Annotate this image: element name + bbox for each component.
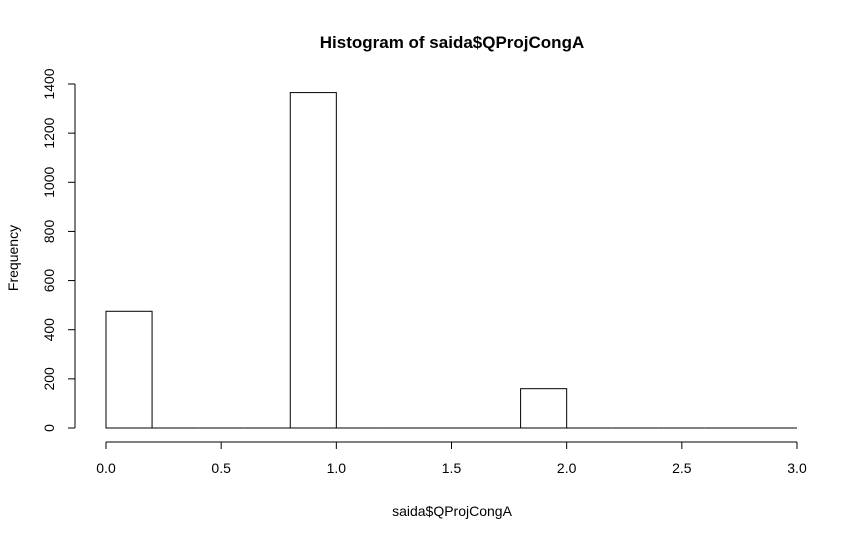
y-tick-label-0: 0 — [41, 424, 57, 432]
x-tick-label-0: 0.0 — [96, 460, 116, 476]
chart-title: Histogram of saida$QProjCongA — [320, 33, 584, 52]
histogram-bar-0 — [105, 310, 153, 429]
y-axis-label: Frequency — [5, 225, 21, 291]
y-tick-label-5: 1000 — [41, 167, 57, 198]
y-tick-label-2: 400 — [41, 318, 57, 342]
x-tick-label-5: 2.5 — [672, 460, 692, 476]
y-tick-label-7: 1400 — [41, 68, 57, 99]
bars-group — [105, 92, 797, 429]
y-tick-label-3: 600 — [41, 269, 57, 293]
x-tick-label-4: 2.0 — [557, 460, 577, 476]
x-tick-label-2: 1.0 — [327, 460, 347, 476]
y-tick-label-1: 200 — [41, 367, 57, 391]
x-tick-label-6: 3.0 — [787, 460, 807, 476]
x-axis-label: saida$QProjCongA — [392, 503, 513, 519]
y-tick-label-4: 800 — [41, 220, 57, 244]
x-axis: 0.0 0.5 1.0 1.5 2.0 2.5 3.0 — [96, 441, 807, 476]
histogram-bar-9 — [520, 388, 568, 429]
y-axis: 0 200 400 600 800 1000 1200 1400 — [41, 68, 76, 432]
x-tick-label-1: 0.5 — [211, 460, 231, 476]
y-tick-label-6: 1200 — [41, 117, 57, 148]
histogram-bar-4 — [289, 92, 337, 429]
x-tick-label-3: 1.5 — [442, 460, 462, 476]
